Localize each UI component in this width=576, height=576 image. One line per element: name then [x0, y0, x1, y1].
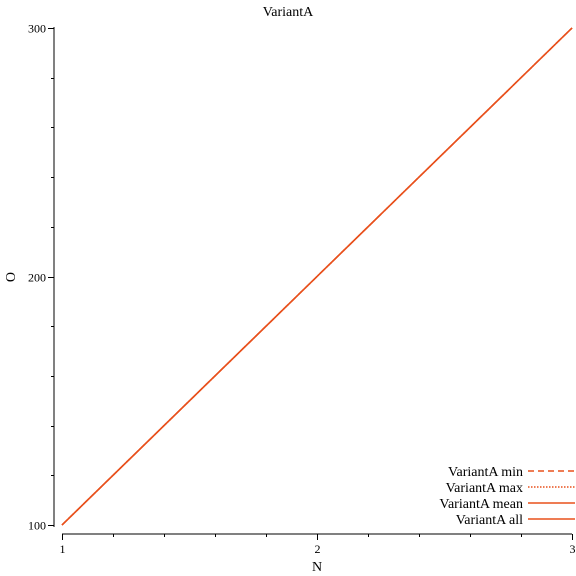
legend-label: VariantA all [456, 513, 523, 528]
plot-area: 100 200 300 1 2 3 [28, 22, 576, 557]
series-line [61, 27, 573, 526]
y-tick-label: 300 [28, 22, 46, 36]
x-axis-label: N [312, 560, 322, 575]
x-tick-label: 3 [570, 542, 576, 556]
x-tick-label: 1 [60, 542, 66, 556]
y-tick-label: 200 [28, 271, 46, 285]
legend-label: VariantA mean [439, 497, 523, 512]
x-tick-label: 2 [315, 542, 321, 556]
y-tick-label: 100 [28, 519, 46, 533]
legend-label: VariantA max [446, 481, 523, 496]
y-axis-label: O [4, 272, 19, 282]
legend-label: VariantA min [448, 465, 523, 480]
chart-title: VariantA [263, 5, 314, 20]
